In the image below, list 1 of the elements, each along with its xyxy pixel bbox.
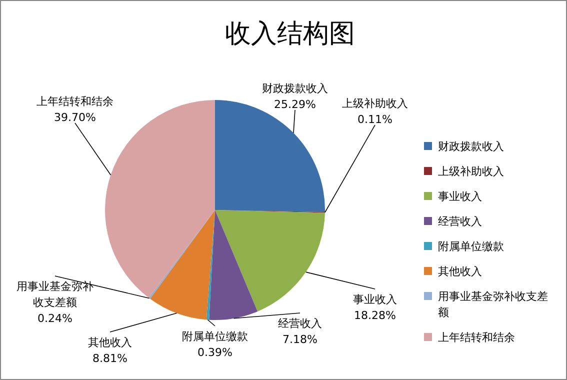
- title: 收入结构图: [225, 19, 355, 49]
